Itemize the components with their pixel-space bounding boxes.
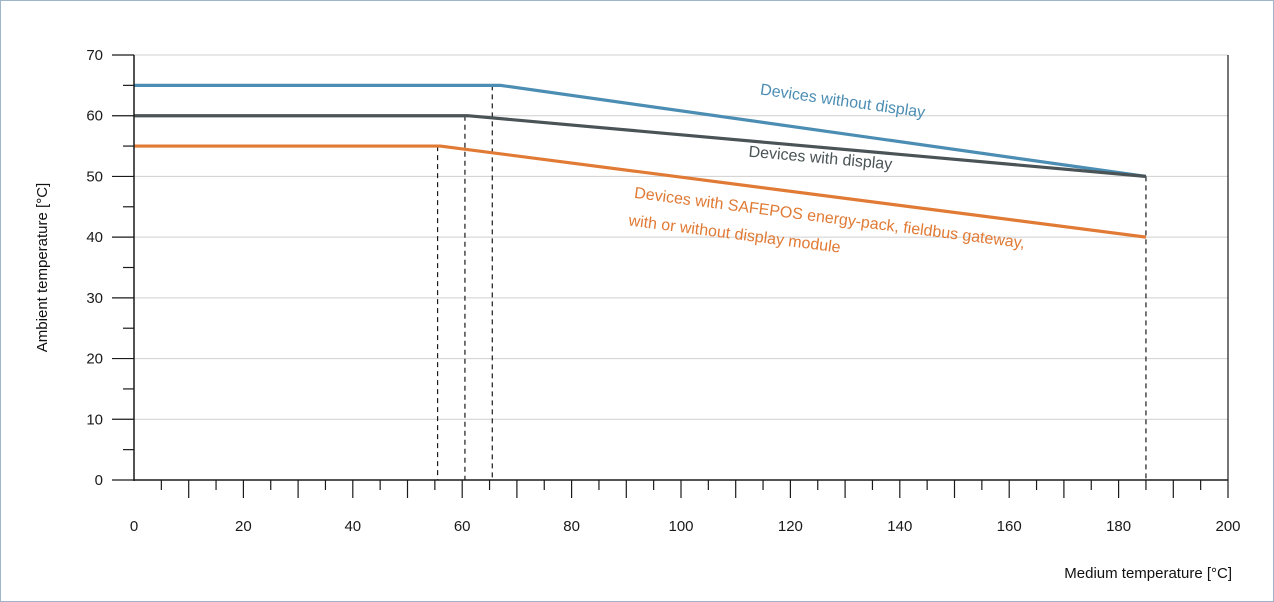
- x-tick-label-40: 40: [344, 518, 361, 535]
- y-tick-label-0: 0: [95, 472, 103, 489]
- x-tick-label-180: 180: [1106, 518, 1131, 535]
- x-tick-label-140: 140: [887, 518, 912, 535]
- x-tick-label-60: 60: [454, 518, 471, 535]
- y-tick-label-60: 60: [86, 108, 103, 125]
- y-axis-title: Ambient temperature [°C]: [34, 183, 51, 352]
- x-tick-label-120: 120: [778, 518, 803, 535]
- y-tick-label-20: 20: [86, 351, 103, 368]
- x-tick-label-200: 200: [1215, 518, 1240, 535]
- x-tick-label-0: 0: [130, 518, 138, 535]
- y-tick-label-70: 70: [86, 47, 103, 64]
- y-tick-label-50: 50: [86, 168, 103, 185]
- series-lines: [134, 83, 1147, 239]
- x-tick-label-100: 100: [668, 518, 693, 535]
- series-line-1: [134, 114, 1147, 179]
- reference-lines: [436, 85, 1147, 480]
- series-labels: Devices without display Devices with dis…: [627, 82, 1026, 257]
- series-line-2: [134, 144, 1147, 239]
- x-tick-label-80: 80: [563, 518, 580, 535]
- y-tick-label-30: 30: [86, 290, 103, 307]
- y-tick-label-10: 10: [86, 411, 103, 428]
- x-tick-label-20: 20: [235, 518, 252, 535]
- x-tick-label-160: 160: [997, 518, 1022, 535]
- series-line-0: [134, 83, 1147, 179]
- axes: 0 20 40 60 80 100 120 140 160 180 200 0 10 20 30 40 50 60…: [86, 47, 1240, 535]
- y-tick-label-40: 40: [86, 229, 103, 246]
- x-axis-title: Medium temperature [°C]: [1064, 565, 1232, 582]
